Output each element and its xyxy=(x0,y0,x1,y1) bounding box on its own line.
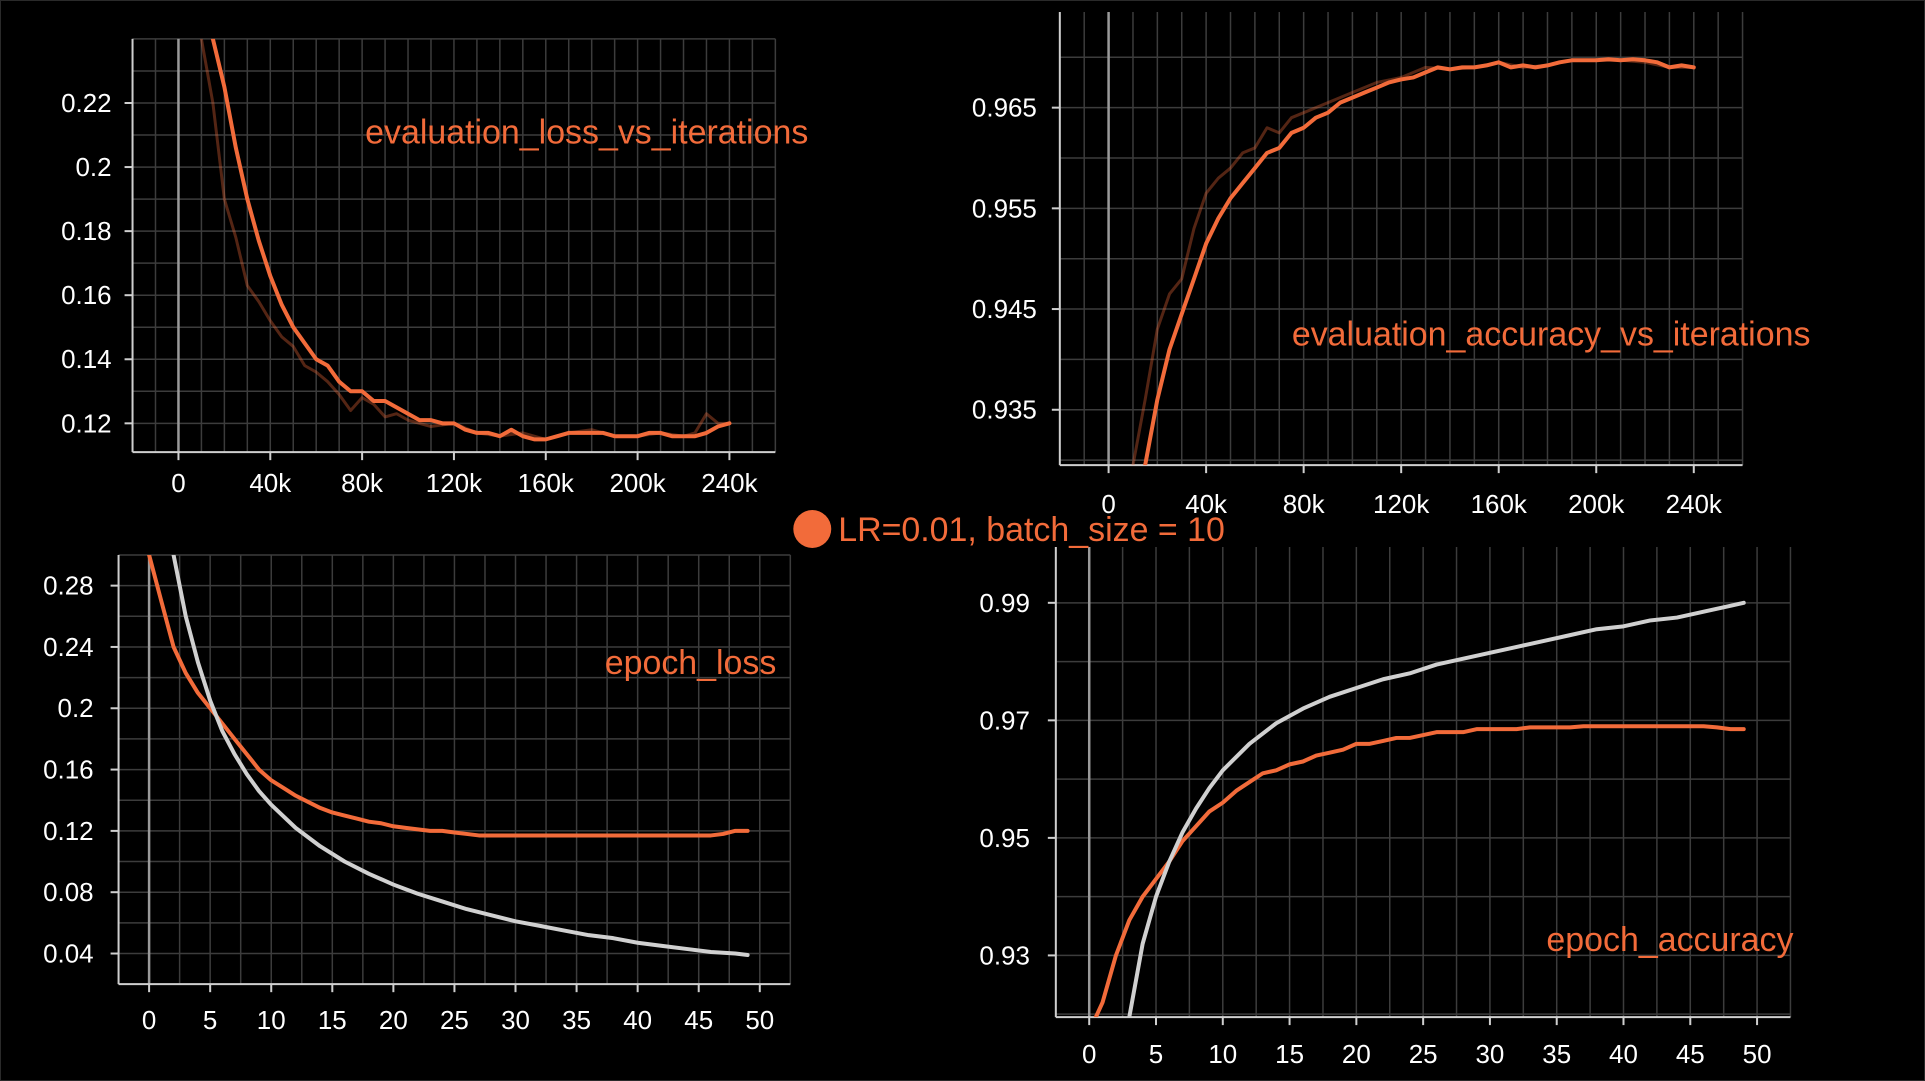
series-lines xyxy=(1093,600,1746,1018)
y-tick-label: 0.965 xyxy=(972,95,1037,123)
x-tick-label: 5 xyxy=(203,1007,217,1035)
x-tick-label: 5 xyxy=(1149,1041,1163,1069)
axes xyxy=(110,554,791,993)
chart-title: evaluation_loss_vs_iterations xyxy=(365,114,808,152)
y-tick-label: 0.28 xyxy=(43,573,93,601)
x-tick-label: 0 xyxy=(142,1007,156,1035)
x-tick-label: 50 xyxy=(745,1007,774,1035)
raw-series-line xyxy=(199,38,731,441)
y-tick-label: 0.24 xyxy=(43,634,93,662)
orange-series-line xyxy=(1093,724,1746,1018)
x-tick-label: 25 xyxy=(1409,1041,1438,1069)
chart-title: epoch_accuracy xyxy=(1546,921,1793,959)
x-tick-labels: 0 40k 80k 120k 160k 200k 240k xyxy=(171,470,757,498)
y-tick-label: 0.18 xyxy=(61,218,111,246)
x-tick-label: 35 xyxy=(1542,1041,1571,1069)
x-tick-label: 50 xyxy=(1743,1041,1772,1069)
chart-title: epoch_loss xyxy=(605,644,777,682)
series-lines xyxy=(199,38,732,442)
gray-series-line xyxy=(1127,600,1746,1018)
chart-evaluation-accuracy: 0 40k 80k 120k 160k 200k 240k 0.9350.9450.9550… xyxy=(972,11,1811,519)
legend-marker xyxy=(793,510,832,548)
y-tick-label: 0.945 xyxy=(972,296,1037,324)
x-tick-label: 10 xyxy=(257,1007,286,1035)
x-tick-label: 15 xyxy=(318,1007,347,1035)
y-tick-label: 0.955 xyxy=(972,195,1037,223)
x-tick-label: 30 xyxy=(1476,1041,1505,1069)
chart-evaluation-loss: 0 40k 80k 120k 160k 200k 240k 0.12 0.14 0.16 0.18… xyxy=(61,38,808,498)
orange-series-line xyxy=(1143,57,1696,466)
y-tick-label: 0.2 xyxy=(76,154,112,182)
gray-series-line xyxy=(171,554,750,958)
x-tick-label: 45 xyxy=(1676,1041,1705,1069)
chart-epoch-accuracy: 0 5 10 15 20 25 30 35 40 45 50 0.93 0.95 0.97 0.99 ep… xyxy=(979,546,1793,1069)
y-tick-label: 0.14 xyxy=(61,346,111,374)
x-tick-label: 40 xyxy=(1609,1041,1638,1069)
x-tick-label: 0 xyxy=(1101,491,1115,519)
x-tick-label: 40k xyxy=(249,470,291,498)
y-tick-label: 0.12 xyxy=(43,818,93,846)
axes xyxy=(1047,546,1791,1026)
y-tick-label: 0.04 xyxy=(43,941,93,969)
y-tick-label: 0.16 xyxy=(43,757,93,785)
legend: LR=0.01, batch_size = 10 xyxy=(793,510,1225,549)
x-tick-labels: 0 40k 80k 120k 160k 200k 240k xyxy=(1101,491,1722,519)
orange-series-line xyxy=(147,554,750,838)
grid xyxy=(131,38,777,453)
chart-title: evaluation_accuracy_vs_iterations xyxy=(1292,315,1811,353)
x-tick-label: 20 xyxy=(1342,1041,1371,1069)
x-tick-label: 200k xyxy=(609,470,665,498)
x-tick-label: 0 xyxy=(1082,1041,1096,1069)
y-tick-label: 0.93 xyxy=(979,942,1029,970)
chart-epoch-loss: 0 5 10 15 20 25 30 35 40 45 50 0.04 0.08 0.12 0.16 0.2… xyxy=(43,554,792,1035)
y-tick-labels: 0.935 0.945 0.955 0.965 xyxy=(972,95,1037,425)
y-tick-label: 0.99 xyxy=(979,590,1029,618)
series-lines xyxy=(147,554,750,958)
x-tick-label: 45 xyxy=(684,1007,713,1035)
y-tick-label: 0.97 xyxy=(979,707,1029,735)
x-tick-label: 80k xyxy=(341,470,383,498)
x-tick-label: 160k xyxy=(518,470,574,498)
axes xyxy=(1051,11,1743,474)
legend-label: LR=0.01, batch_size = 10 xyxy=(838,511,1225,549)
x-tick-labels: 0 5 10 15 20 25 30 35 40 45 50 xyxy=(1082,1041,1772,1069)
x-tick-label: 80k xyxy=(1283,491,1325,519)
x-tick-label: 240k xyxy=(701,470,757,498)
x-tick-label: 0 xyxy=(171,470,185,498)
y-tick-label: 0.2 xyxy=(58,695,94,723)
x-tick-label: 20 xyxy=(379,1007,408,1035)
grid xyxy=(117,554,792,985)
x-tick-labels: 0 5 10 15 20 25 30 35 40 45 50 xyxy=(142,1007,774,1035)
y-tick-labels: 0.04 0.08 0.12 0.16 0.2 0.24 0.28 xyxy=(43,573,93,969)
x-tick-label: 120k xyxy=(1373,491,1429,519)
x-tick-label: 120k xyxy=(426,470,482,498)
y-tick-label: 0.12 xyxy=(61,410,111,438)
y-tick-label: 0.16 xyxy=(61,282,111,310)
y-tick-labels: 0.93 0.95 0.97 0.99 xyxy=(979,590,1029,971)
x-tick-label: 40 xyxy=(623,1007,652,1035)
y-tick-label: 0.95 xyxy=(979,825,1029,853)
x-tick-label: 160k xyxy=(1471,491,1527,519)
y-tick-labels: 0.12 0.14 0.16 0.18 0.2 0.22 xyxy=(61,90,111,438)
x-tick-label: 40k xyxy=(1185,491,1227,519)
axes xyxy=(124,38,776,461)
raw-series-line xyxy=(1131,58,1696,466)
x-tick-label: 200k xyxy=(1568,491,1624,519)
x-tick-label: 15 xyxy=(1275,1041,1304,1069)
x-tick-label: 240k xyxy=(1666,491,1722,519)
series-lines xyxy=(1131,57,1696,466)
x-tick-label: 25 xyxy=(440,1007,469,1035)
y-tick-label: 0.08 xyxy=(43,879,93,907)
x-tick-label: 30 xyxy=(501,1007,530,1035)
orange-series-line xyxy=(210,38,732,442)
x-tick-label: 10 xyxy=(1208,1041,1237,1069)
y-tick-label: 0.22 xyxy=(61,90,111,118)
x-tick-label: 35 xyxy=(562,1007,591,1035)
y-tick-label: 0.935 xyxy=(972,397,1037,425)
